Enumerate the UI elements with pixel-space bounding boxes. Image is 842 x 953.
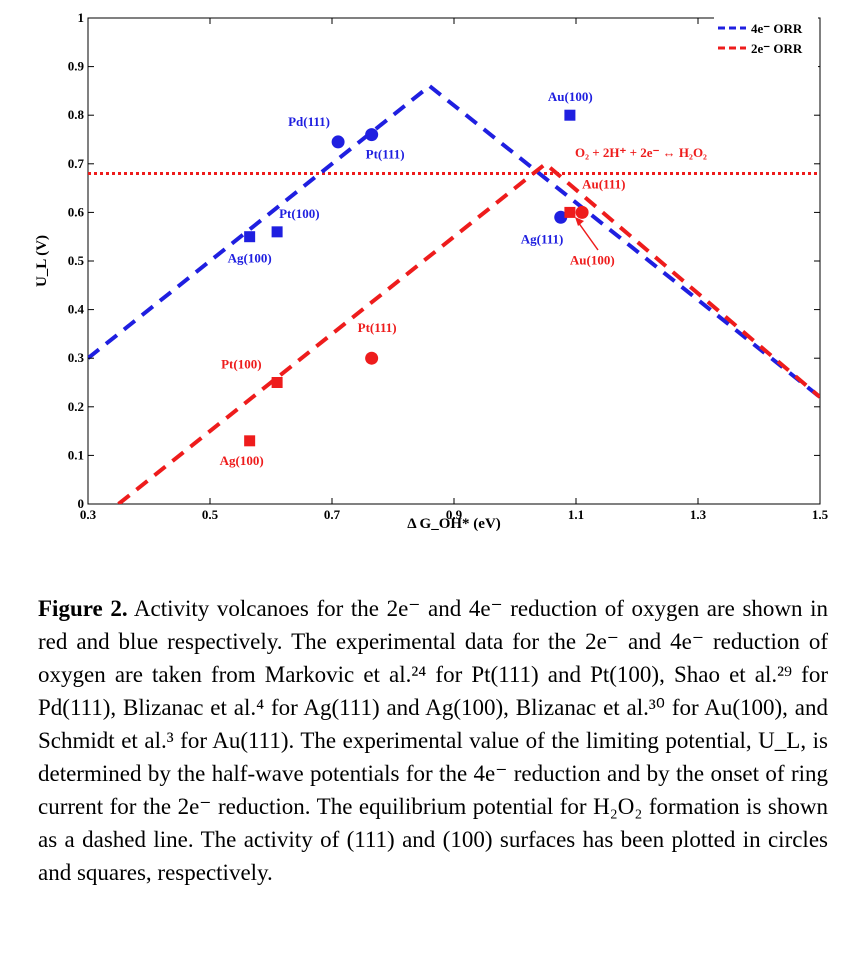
y-tick-label: 0.5 bbox=[68, 253, 85, 268]
data-point-square bbox=[271, 226, 283, 238]
y-tick-label: 0.2 bbox=[68, 399, 84, 414]
data-point-square bbox=[564, 109, 576, 121]
y-tick-label: 0 bbox=[78, 496, 85, 511]
data-point-label: Au(100) bbox=[548, 89, 593, 104]
data-point-label: Pt(111) bbox=[366, 147, 405, 162]
data-point-circle bbox=[365, 128, 379, 142]
data-point-square bbox=[564, 206, 576, 218]
data-point-circle bbox=[365, 351, 379, 365]
data-point-label: Pt(111) bbox=[358, 320, 397, 335]
y-tick-label: 0.6 bbox=[68, 204, 85, 219]
annotation-arrow-head bbox=[575, 217, 584, 226]
x-tick-label: 1.5 bbox=[812, 507, 829, 522]
data-point-circle bbox=[554, 210, 568, 224]
data-point-square bbox=[244, 435, 256, 447]
x-tick-label: 0.9 bbox=[446, 507, 463, 522]
data-point-circle bbox=[331, 135, 345, 149]
data-point-square bbox=[271, 377, 283, 388]
data-point-circle bbox=[575, 205, 589, 219]
data-point-label: Pd(111) bbox=[288, 114, 330, 129]
data-point-label: Au(111) bbox=[582, 176, 625, 191]
legend-label: 2e⁻ ORR bbox=[751, 41, 803, 56]
y-tick-label: 0.9 bbox=[68, 59, 85, 74]
series-line-2e-orr bbox=[117, 161, 820, 504]
y-tick-label: 0.8 bbox=[68, 107, 85, 122]
y-axis-title: U_L (V) bbox=[34, 235, 50, 287]
x-tick-label: 1.1 bbox=[568, 507, 584, 522]
data-point-label: Pt(100) bbox=[279, 206, 319, 221]
data-point-label: Ag(100) bbox=[220, 453, 264, 468]
y-tick-label: 0.4 bbox=[68, 302, 85, 317]
y-tick-label: 1 bbox=[78, 10, 85, 25]
legend-label: 4e⁻ ORR bbox=[751, 21, 803, 36]
data-point-label: Au(100) bbox=[570, 252, 615, 267]
x-axis-title: Δ G_OH* (eV) bbox=[407, 516, 501, 532]
data-point-label: Ag(111) bbox=[521, 231, 564, 246]
data-point-square bbox=[244, 231, 256, 243]
legend-box bbox=[714, 16, 818, 70]
figure-caption: Figure 2. Activity volcanoes for the 2e⁻… bbox=[38, 592, 828, 889]
series-line-4e-orr bbox=[88, 83, 820, 399]
caption-figure-label: Figure 2. bbox=[38, 596, 128, 621]
caption-text: Activity volcanoes for the 2e⁻ and 4e⁻ r… bbox=[38, 596, 829, 885]
y-tick-label: 0.7 bbox=[68, 156, 85, 171]
annotation-arrow bbox=[577, 221, 599, 251]
x-tick-label: 0.7 bbox=[324, 507, 341, 522]
y-tick-label: 0.3 bbox=[68, 350, 85, 365]
x-tick-label: 0.3 bbox=[80, 507, 97, 522]
y-tick-label: 0.1 bbox=[68, 447, 84, 462]
volcano-plot: 0.3 0.5 0.7 0.9 1.1 1.3 1.5 0 0.1 0.2 0.3 0.4 0.5 0.6… bbox=[34, 10, 829, 532]
plot-frame bbox=[87, 17, 821, 505]
data-point-label: Pt(100) bbox=[221, 357, 261, 372]
x-tick-label: 0.5 bbox=[202, 507, 219, 522]
reference-line-label: O₂ + 2H⁺ + 2e⁻ ↔ H₂O₂ bbox=[575, 145, 707, 160]
chart-area: 0.3 0.5 0.7 0.9 1.1 1.3 1.5 0 0.1 0.2 0.3 0.4 0.5 0.6… bbox=[34, 10, 829, 532]
x-tick-label: 1.3 bbox=[690, 507, 707, 522]
data-point-label: Ag(100) bbox=[228, 251, 272, 266]
